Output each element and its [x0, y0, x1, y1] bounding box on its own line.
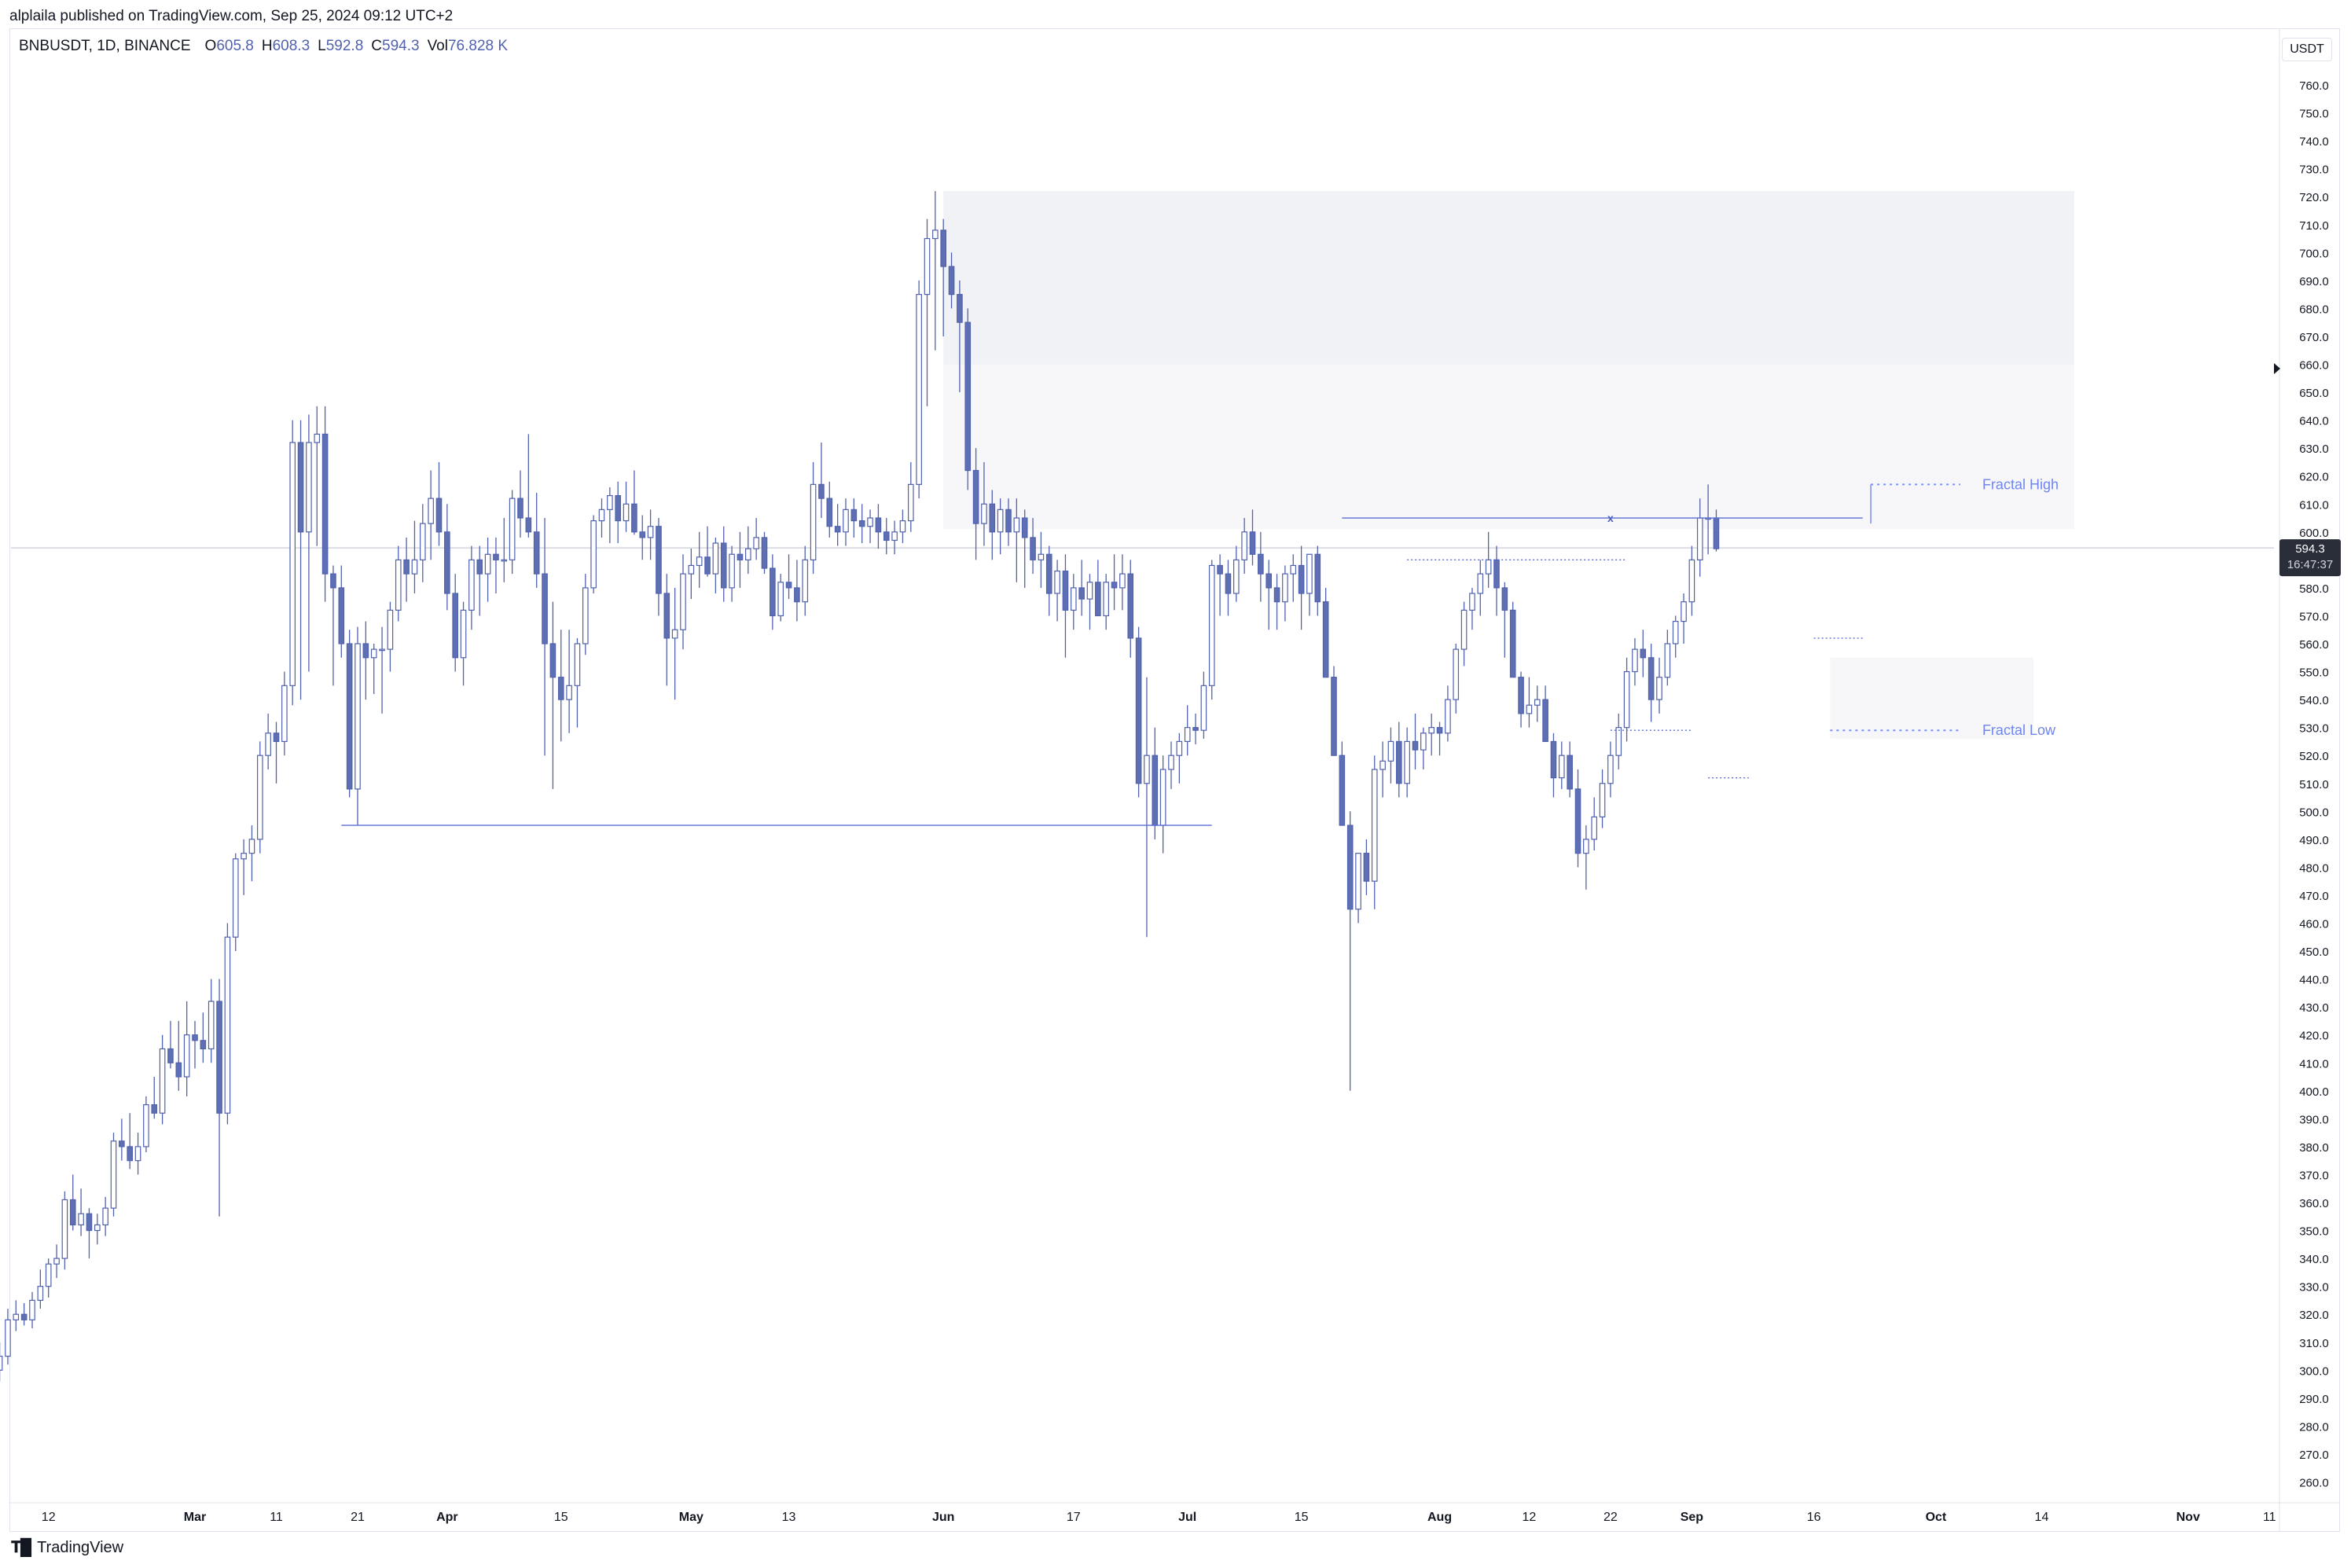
- candle-up: [0, 1355, 3, 1371]
- volume-label: Vol: [427, 38, 448, 54]
- ohlc-legend: BNBUSDT, 1D, BINANCE O605.8 H608.3 L592.…: [19, 38, 508, 55]
- low-value: 592.8: [325, 38, 364, 54]
- low-label: L: [318, 38, 326, 54]
- chart-frame: [9, 28, 2340, 1532]
- symbol-label[interactable]: BNBUSDT, 1D, BINANCE: [19, 38, 191, 54]
- close-value: 594.3: [382, 38, 420, 54]
- close-label: C: [371, 38, 383, 54]
- publisher-caption: alplaila published on TradingView.com, S…: [9, 8, 454, 24]
- currency-button[interactable]: USDT: [2282, 38, 2332, 61]
- brand-label: TradingView: [37, 1539, 124, 1556]
- tradingview-logo-icon: 𝐓█: [11, 1539, 31, 1556]
- volume-value: 76.828 K: [447, 38, 509, 54]
- open-value: 605.8: [216, 38, 254, 54]
- open-label: O: [204, 38, 217, 54]
- high-value: 608.3: [272, 38, 310, 54]
- tradingview-brand[interactable]: 𝐓█ TradingView: [11, 1539, 123, 1557]
- high-label: H: [261, 38, 273, 54]
